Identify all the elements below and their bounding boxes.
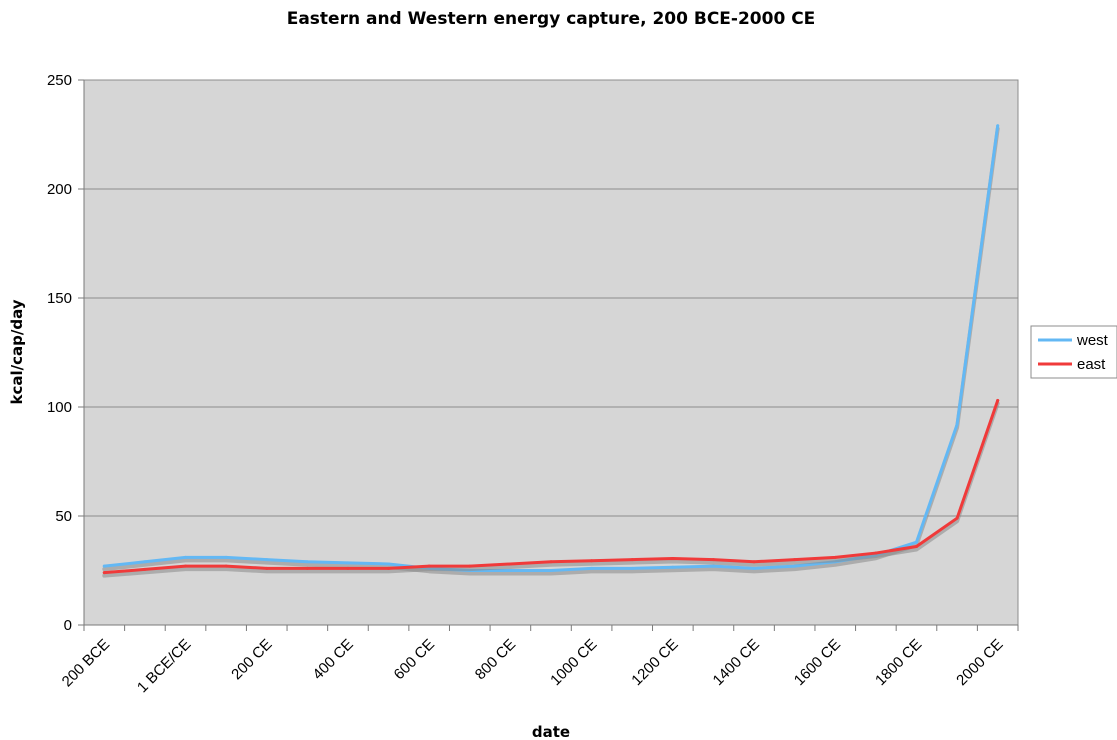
chart-title: Eastern and Western energy capture, 200 …: [287, 9, 816, 29]
data-point-east: [793, 558, 797, 562]
x-tick-label: 1200 CE: [628, 636, 681, 689]
data-point-west: [996, 124, 1000, 128]
y-tick-label: 0: [64, 617, 72, 634]
data-point-west: [224, 555, 228, 559]
legend-label-west: west: [1076, 332, 1109, 349]
y-tick-label: 150: [47, 290, 72, 307]
data-point-west: [265, 558, 269, 562]
data-point-east: [874, 551, 878, 555]
x-tick-label: 200 CE: [228, 636, 275, 683]
y-tick-label: 250: [47, 72, 72, 89]
x-tick-label: 1800 CE: [872, 636, 925, 689]
y-tick-label: 100: [47, 399, 72, 416]
x-tick-label: 200 BCE: [59, 636, 113, 690]
data-point-east: [346, 566, 350, 570]
legend: west east: [1030, 325, 1117, 379]
data-point-east: [143, 567, 147, 571]
data-point-east: [996, 398, 1000, 402]
series-shadow-east: [102, 401, 1000, 578]
data-point-east: [549, 560, 553, 564]
legend-box: [1030, 325, 1117, 379]
data-point-west: [102, 564, 106, 568]
data-point-east: [224, 564, 228, 568]
y-axis-title: kcal/cap/day: [8, 299, 26, 404]
data-point-west: [549, 569, 553, 572]
data-point-west: [955, 422, 959, 426]
data-point-east: [265, 566, 269, 570]
data-point-east: [102, 571, 106, 575]
plot-area: [83, 79, 1019, 626]
data-point-east: [590, 559, 594, 563]
data-point-east: [752, 560, 756, 564]
data-point-west: [752, 566, 756, 570]
x-tick-label: 800 CE: [472, 636, 519, 683]
data-point-west: [184, 555, 188, 559]
data-point-east: [305, 566, 309, 570]
data-point-west: [305, 560, 309, 564]
x-axis-title: date: [532, 723, 570, 740]
y-tick-label: 200: [47, 181, 72, 198]
data-point-east: [427, 564, 431, 568]
data-point-west: [914, 540, 918, 544]
x-tick-label: 2000 CE: [953, 636, 1006, 689]
data-point-east: [184, 564, 188, 568]
data-point-east: [508, 562, 512, 566]
data-point-east: [630, 558, 634, 562]
data-point-east: [711, 558, 715, 562]
x-tick-label: 1400 CE: [710, 636, 763, 689]
data-point-east: [387, 566, 391, 570]
data-point-east: [833, 555, 837, 559]
data-point-east: [955, 516, 959, 520]
x-tick-label: 1000 CE: [547, 636, 600, 689]
data-point-west: [387, 562, 391, 566]
data-point-west: [508, 569, 512, 572]
x-tick-label: 1600 CE: [791, 636, 844, 689]
data-point-west: [143, 560, 147, 564]
gridlines: [84, 79, 1018, 517]
series-shadow-west: [102, 126, 1000, 576]
data-point-west: [630, 566, 634, 570]
legend-label-east: east: [1077, 356, 1106, 373]
data-point-west: [793, 564, 797, 568]
data-point-west: [590, 566, 594, 570]
x-tick-label: 600 CE: [391, 636, 438, 683]
y-tick-label: 50: [55, 508, 72, 525]
data-point-west: [346, 561, 350, 565]
data-point-west: [671, 565, 675, 569]
data-point-east: [914, 545, 918, 549]
data-point-west: [711, 564, 715, 568]
data-point-east: [671, 557, 675, 561]
data-point-east: [468, 564, 472, 568]
series-lines: [102, 124, 1000, 578]
x-tick-label: 1 BCE/CE: [134, 636, 194, 696]
x-tick-label: 400 CE: [309, 636, 356, 683]
